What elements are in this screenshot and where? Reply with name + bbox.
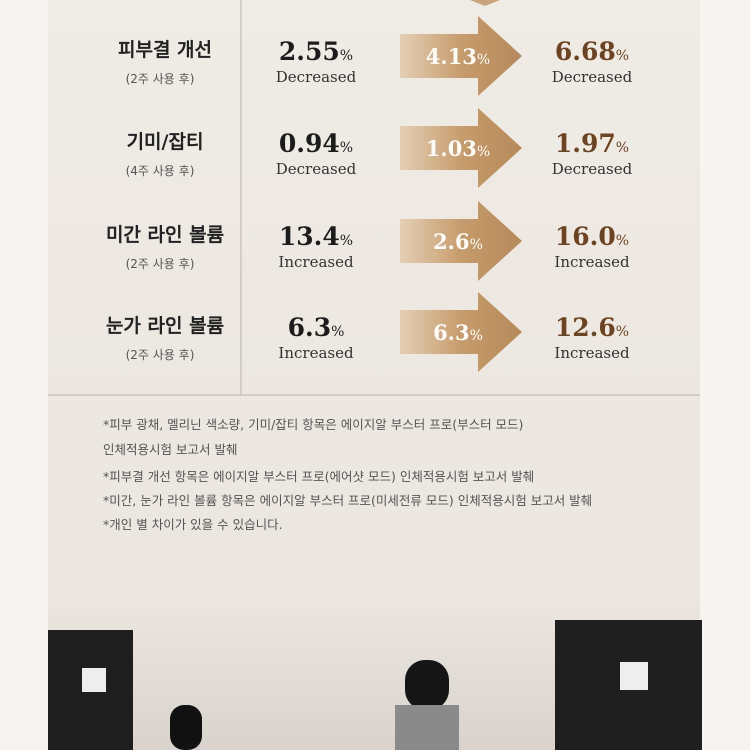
value: 12.6: [555, 313, 616, 342]
value: 1.03: [426, 136, 477, 161]
arrow: [400, 108, 522, 188]
unit: %: [616, 140, 629, 156]
row-sub: (2주 사용 후): [126, 348, 195, 362]
products: [48, 620, 702, 750]
row-label: 미간 라인 볼륨: [106, 224, 224, 246]
unit: %: [616, 324, 629, 340]
value: 1.97: [555, 129, 616, 158]
value: 6.3: [433, 320, 470, 345]
row-sub: (2주 사용 후): [126, 72, 195, 86]
footnote: 인체적용시험 보고서 발췌: [103, 442, 237, 457]
row-sub: (2주 사용 후): [126, 257, 195, 271]
unit: %: [340, 140, 353, 156]
arrow-value: 6.3%: [433, 320, 483, 345]
row-sub: (4주 사용 후): [126, 164, 195, 178]
value: 6.68: [555, 37, 616, 66]
arrow-value: 1.03%: [426, 136, 490, 161]
unit: %: [470, 328, 483, 344]
after-desc: Increased: [554, 253, 630, 271]
value: 0.94: [279, 129, 340, 158]
unit: %: [477, 52, 490, 68]
footnote: *개인 별 차이가 있을 수 있습니다.: [103, 517, 283, 532]
unit: %: [477, 144, 490, 160]
before-value: 13.4%: [279, 222, 353, 251]
before-desc: Decreased: [276, 68, 357, 86]
arrow-value: 4.13%: [426, 44, 490, 69]
unit: %: [616, 233, 629, 249]
unit: %: [331, 324, 344, 340]
after-desc: Decreased: [552, 160, 633, 178]
arrow-tip: [470, 0, 500, 6]
before-desc: Increased: [278, 344, 354, 362]
value: 2.55: [279, 37, 340, 66]
value: 6.3: [288, 313, 332, 342]
after-value: 16.0%: [555, 222, 629, 251]
arrow: [400, 16, 522, 96]
arrow: [400, 292, 522, 372]
footnote: *피부결 개선 항목은 에이지알 부스터 프로(에어샷 모드) 인체적용시험 보…: [103, 469, 534, 484]
after-desc: Decreased: [552, 68, 633, 86]
row-label: 피부결 개선: [118, 39, 212, 61]
after-desc: Increased: [554, 344, 630, 362]
footnote: *피부 광채, 멜리닌 색소량, 기미/잡티 항목은 에이지알 부스터 프로(부…: [103, 417, 523, 432]
before-value: 0.94%: [279, 129, 353, 158]
value: 4.13: [426, 44, 477, 69]
unit: %: [340, 233, 353, 249]
after-value: 12.6%: [555, 313, 629, 342]
before-desc: Decreased: [276, 160, 357, 178]
arrow-value: 2.6%: [433, 229, 483, 254]
before-desc: Increased: [278, 253, 354, 271]
after-value: 1.97%: [555, 129, 629, 158]
before-value: 6.3%: [288, 313, 345, 342]
arrow: [400, 201, 522, 281]
unit: %: [340, 48, 353, 64]
value: 16.0: [555, 222, 616, 251]
row-label: 눈가 라인 볼륨: [106, 315, 224, 337]
unit: %: [470, 237, 483, 253]
after-value: 6.68%: [555, 37, 629, 66]
before-value: 2.55%: [279, 37, 353, 66]
value: 2.6: [433, 229, 470, 254]
footnote: *미간, 눈가 라인 볼륨 항목은 에이지알 부스터 프로(미세전류 모드) 인…: [103, 493, 592, 508]
unit: %: [616, 48, 629, 64]
value: 13.4: [279, 222, 340, 251]
row-label: 기미/잡티: [127, 131, 204, 153]
